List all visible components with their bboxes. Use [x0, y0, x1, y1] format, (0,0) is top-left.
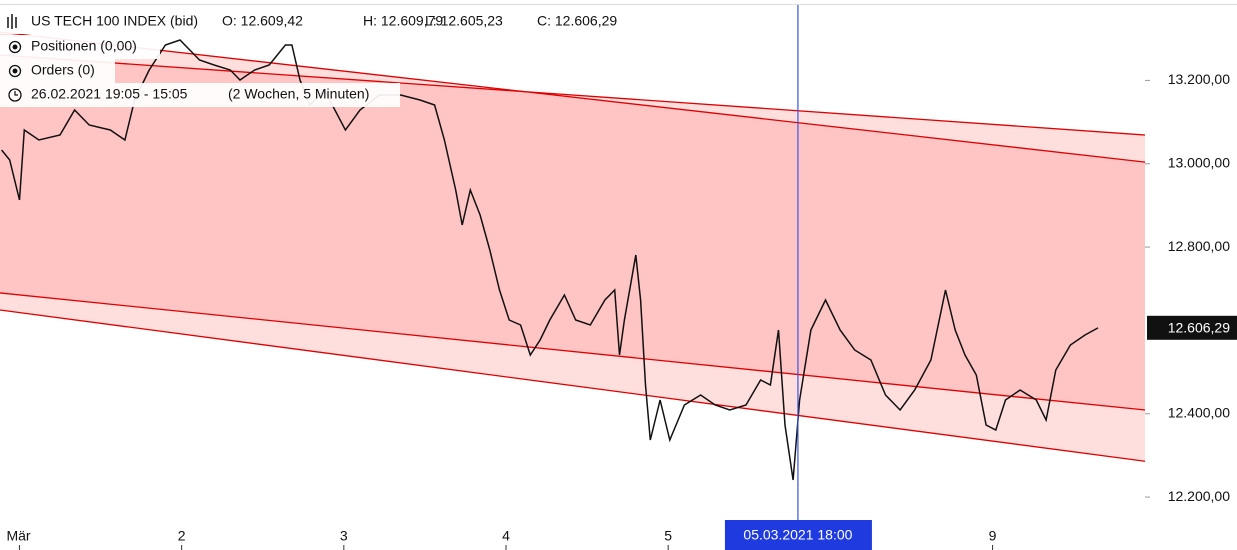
ohlc-label: O: 12.609,42 [222, 13, 303, 29]
channel-line [0, 54, 1146, 136]
ohlc-label: L: 12.605,23 [425, 13, 503, 29]
crosshair-label: 05.03.2021 18:00 [743, 527, 852, 543]
x-tick-label: 9 [989, 528, 997, 544]
y-tick-label: 13.000,00 [1168, 154, 1230, 170]
x-tick-label: 2 [178, 528, 186, 544]
channel-line [0, 292, 1146, 411]
ohlc-label: C: 12.606,29 [537, 13, 617, 29]
info-row-bg [0, 83, 400, 107]
orders-label: Orders (0) [31, 62, 95, 78]
y-tick-label: 12.200,00 [1168, 488, 1230, 504]
radio-dot [12, 68, 18, 74]
clock-hands [14, 91, 18, 96]
radio-icon [8, 40, 22, 54]
crosshair-label-box [724, 520, 872, 550]
y-tick-label: 12.800,00 [1168, 238, 1230, 254]
x-tick-label: 5 [664, 528, 672, 544]
radio-icon [8, 64, 22, 78]
period-label: 26.02.2021 19:05 - 15:05 [31, 86, 188, 102]
last-price-box [1147, 315, 1237, 340]
last-price-label: 12.606,29 [1168, 319, 1230, 335]
channel-fill [0, 55, 1145, 410]
positions-label: Positionen (0,00) [31, 38, 137, 54]
x-tick-label: Mär [6, 528, 30, 544]
info-panel: US TECH 100 INDEX (bid) O: 12.609,42 H: 12… [0, 10, 620, 107]
x-tick-label: 4 [502, 528, 510, 544]
channel-line [0, 309, 1146, 462]
price-line [1, 39, 1099, 481]
radio-dot [12, 44, 18, 50]
info-row-bg [0, 10, 620, 34]
instrument-title: US TECH 100 INDEX (bid) [31, 13, 198, 29]
info-row-bg [0, 59, 115, 83]
y-tick-label: 12.400,00 [1168, 404, 1230, 420]
x-tick-label: 3 [340, 528, 348, 544]
info-row-bg [0, 35, 160, 59]
clock-icon [8, 88, 22, 102]
channel-line [0, 31, 1146, 163]
y-tick-label: 13.200,00 [1168, 71, 1230, 87]
period-note: (2 Wochen, 5 Minuten) [228, 86, 369, 102]
ohlc-label: H: 12.609,79 [363, 13, 443, 29]
